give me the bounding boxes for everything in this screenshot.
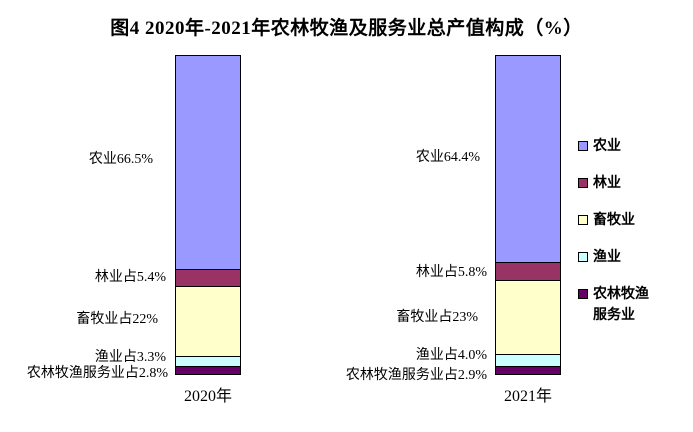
data-label-2020-forestry: 林业占5.4% xyxy=(94,270,166,285)
chart-title: 图4 2020年-2021年农林牧渔及服务业总产值构成（%） xyxy=(110,18,583,39)
legend-label: 畜牧业 xyxy=(593,213,635,228)
bar-segment-agriculture xyxy=(175,55,241,271)
legend-label: 农业 xyxy=(593,139,621,154)
data-label-2020-agriculture: 农业66.5% xyxy=(88,152,153,167)
legend-item-fishery: 渔业 xyxy=(578,247,657,268)
data-label-2021-agriculture: 农业64.4% xyxy=(415,150,480,165)
legend-label: 林业 xyxy=(593,176,621,191)
bar-segment-forestry xyxy=(175,269,241,287)
bar-segment-forestry xyxy=(495,262,561,282)
legend-item-animal-husbandry: 畜牧业 xyxy=(578,210,657,231)
data-label-2021-services: 农林牧渔服务业占2.9% xyxy=(345,368,487,383)
data-label-2020-animal-husbandry: 畜牧业占22% xyxy=(76,312,158,327)
bar-2020 xyxy=(175,55,241,379)
legend-item-agriculture: 农业 xyxy=(578,136,657,157)
bar-segment-services xyxy=(495,365,561,375)
legend-label: 农林牧渔服务业 xyxy=(593,287,649,323)
data-label-2021-fishery: 渔业占4.0% xyxy=(415,348,487,363)
data-label-2020-services: 农林牧渔服务业占2.8% xyxy=(26,366,168,381)
bar-2021 xyxy=(495,55,561,379)
legend-swatch-fishery xyxy=(578,252,588,262)
legend-item-forestry: 林业 xyxy=(578,173,657,194)
legend-item-services: 农林牧渔服务业 xyxy=(578,284,657,326)
bar-segment-agriculture xyxy=(495,55,561,264)
data-label-2020-fishery: 渔业占3.3% xyxy=(94,350,166,365)
data-label-2021-forestry: 林业占5.8% xyxy=(415,265,487,280)
bar-segment-animal-husbandry xyxy=(495,280,561,355)
legend-swatch-agriculture xyxy=(578,141,588,151)
legend-swatch-forestry xyxy=(578,178,588,188)
bar-segment-services xyxy=(175,365,241,375)
bar-segment-animal-husbandry xyxy=(175,285,241,358)
legend: 农业 林业 畜牧业 渔业 农林牧渔服务业 xyxy=(578,136,657,326)
legend-label: 渔业 xyxy=(593,250,621,265)
category-label-2021: 2021年 xyxy=(503,388,552,405)
data-label-2021-animal-husbandry: 畜牧业占23% xyxy=(396,310,478,325)
legend-swatch-services xyxy=(578,289,588,299)
legend-swatch-animal-husbandry xyxy=(578,215,588,225)
category-label-2020: 2020年 xyxy=(183,388,232,405)
